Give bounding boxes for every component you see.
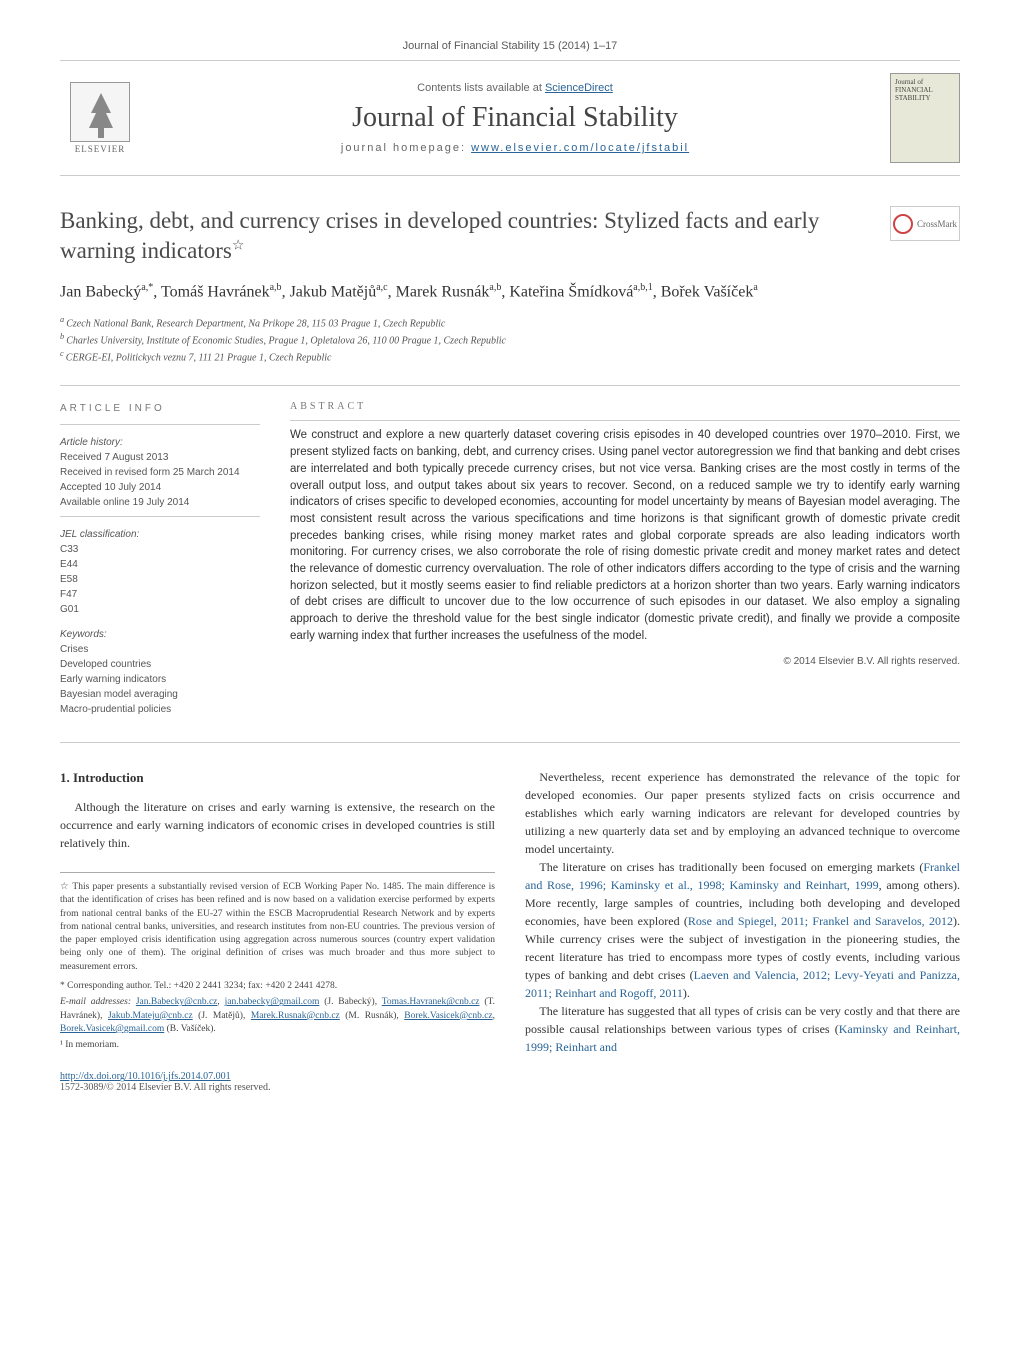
body-paragraph: The literature on crises has traditional…: [525, 858, 960, 1002]
history-label: Article history:: [60, 435, 260, 450]
abstract-divider: [290, 420, 960, 421]
keyword: Crises: [60, 642, 260, 657]
keyword: Bayesian model averaging: [60, 687, 260, 702]
affiliations-list: a Czech National Bank, Research Departme…: [60, 314, 960, 366]
contents-line: Contents lists available at ScienceDirec…: [140, 82, 890, 94]
jel-label: JEL classification:: [60, 527, 260, 542]
text-run: The literature on crises has traditional…: [539, 860, 923, 874]
body-columns: 1. Introduction Although the literature …: [60, 768, 960, 1056]
author: Kateřina Šmídková: [509, 283, 633, 300]
journal-homepage: journal homepage: www.elsevier.com/locat…: [140, 142, 890, 154]
crossmark-icon: [893, 214, 913, 234]
email-link[interactable]: Marek.Rusnak@cnb.cz: [251, 1011, 340, 1021]
doi-link[interactable]: http://dx.doi.org/10.1016/j.jfs.2014.07.…: [60, 1071, 231, 1082]
history-item: Available online 19 July 2014: [60, 495, 260, 510]
copyright-line: © 2014 Elsevier B.V. All rights reserved…: [290, 656, 960, 667]
sciencedirect-link[interactable]: ScienceDirect: [545, 82, 613, 94]
author-affiliation-marker: a,c: [376, 282, 387, 293]
corresponding-author: * Corresponding author. Tel.: +420 2 244…: [60, 980, 495, 993]
journal-cover-thumbnail: Journal of FINANCIAL STABILITY: [890, 73, 960, 163]
abstract-heading: ABSTRACT: [290, 401, 960, 412]
email-link[interactable]: Jan.Babecky@cnb.cz: [136, 997, 218, 1007]
keywords-label: Keywords:: [60, 627, 260, 642]
elsevier-logo: ELSEVIER: [60, 73, 140, 163]
email-link[interactable]: Jakub.Mateju@cnb.cz: [108, 1011, 193, 1021]
history-list: Received 7 August 2013Received in revise…: [60, 450, 260, 510]
author-affiliation-marker: a,b,1: [633, 282, 652, 293]
jel-code: E44: [60, 557, 260, 572]
keyword: Developed countries: [60, 657, 260, 672]
body-column-left: 1. Introduction Although the literature …: [60, 768, 495, 1056]
info-divider: [60, 516, 260, 517]
title-text: Banking, debt, and currency crises in de…: [60, 208, 819, 263]
email-link[interactable]: Tomas.Havranek@cnb.cz: [382, 997, 480, 1007]
issn-line: 1572-3089/© 2014 Elsevier B.V. All right…: [60, 1082, 270, 1093]
title-footnote-marker: ☆: [232, 238, 245, 253]
memoriam-note: ¹ In memoriam.: [60, 1039, 495, 1052]
article-title: Banking, debt, and currency crises in de…: [60, 206, 870, 266]
section-number: 1.: [60, 770, 70, 785]
jel-code: C33: [60, 542, 260, 557]
divider: [60, 742, 960, 743]
affiliation: b Charles University, Institute of Econo…: [60, 331, 960, 348]
email-link[interactable]: Borek.Vasicek@cnb.cz: [404, 1011, 492, 1021]
affiliation: c CERGE-EI, Politickych veznu 7, 111 21 …: [60, 348, 960, 365]
text-run: ).: [683, 986, 690, 1000]
body-paragraph: The literature has suggested that all ty…: [525, 1002, 960, 1056]
footnotes-block: ☆ This paper presents a substantially re…: [60, 872, 495, 1053]
body-column-right: Nevertheless, recent experience has demo…: [525, 768, 960, 1056]
history-item: Received 7 August 2013: [60, 450, 260, 465]
body-paragraph: Although the literature on crises and ea…: [60, 798, 495, 852]
email-link[interactable]: Borek.Vasicek@gmail.com: [60, 1024, 164, 1034]
email-label: E-mail addresses:: [60, 997, 131, 1007]
divider: [60, 385, 960, 386]
elsevier-tree-icon: [70, 82, 130, 142]
elsevier-label: ELSEVIER: [75, 144, 126, 154]
journal-header-bar: ELSEVIER Contents lists available at Sci…: [60, 60, 960, 176]
keyword: Macro-prudential policies: [60, 702, 260, 717]
citation-link[interactable]: Rose and Spiegel, 2011; Frankel and Sara…: [688, 914, 953, 928]
section-heading: 1. Introduction: [60, 768, 495, 788]
crossmark-label: CrossMark: [917, 219, 957, 229]
author-affiliation-marker: a,b: [489, 282, 501, 293]
abstract-column: ABSTRACT We construct and explore a new …: [290, 401, 960, 717]
history-item: Accepted 10 July 2014: [60, 480, 260, 495]
affiliation: a Czech National Bank, Research Departme…: [60, 314, 960, 331]
authors-list: Jan Babeckýa,*, Tomáš Havráneka,b, Jakub…: [60, 281, 960, 304]
article-info-column: ARTICLE INFO Article history: Received 7…: [60, 401, 260, 717]
section-title: Introduction: [73, 770, 144, 785]
homepage-prefix: journal homepage:: [341, 142, 471, 154]
journal-reference: Journal of Financial Stability 15 (2014)…: [60, 40, 960, 52]
jel-code: G01: [60, 602, 260, 617]
article-info-heading: ARTICLE INFO: [60, 401, 260, 416]
author-affiliation-marker: a,*: [141, 282, 153, 293]
jel-list: C33E44E58F47G01: [60, 542, 260, 617]
author-affiliation-marker: a: [753, 282, 757, 293]
email-link[interactable]: jan.babecky@gmail.com: [225, 997, 320, 1007]
keyword: Early warning indicators: [60, 672, 260, 687]
author: Bořek Vašíček: [661, 283, 754, 300]
abstract-text: We construct and explore a new quarterly…: [290, 427, 960, 644]
crossmark-badge[interactable]: CrossMark: [890, 206, 960, 241]
author-affiliation-marker: a,b: [270, 282, 282, 293]
homepage-link[interactable]: www.elsevier.com/locate/jfstabil: [471, 142, 689, 154]
author: Marek Rusnák: [396, 283, 490, 300]
body-paragraph: Nevertheless, recent experience has demo…: [525, 768, 960, 858]
jel-code: F47: [60, 587, 260, 602]
author: Jan Babecký: [60, 283, 141, 300]
author: Jakub Matějů: [290, 283, 377, 300]
contents-prefix: Contents lists available at: [417, 82, 545, 94]
footnote-star: ☆ This paper presents a substantially re…: [60, 881, 495, 974]
footer-block: http://dx.doi.org/10.1016/j.jfs.2014.07.…: [60, 1071, 960, 1093]
journal-name: Journal of Financial Stability: [140, 102, 890, 134]
jel-code: E58: [60, 572, 260, 587]
keywords-list: CrisesDeveloped countriesEarly warning i…: [60, 642, 260, 717]
history-item: Received in revised form 25 March 2014: [60, 465, 260, 480]
email-addresses: E-mail addresses: Jan.Babecky@cnb.cz, ja…: [60, 996, 495, 1036]
info-divider: [60, 424, 260, 425]
author: Tomáš Havránek: [161, 283, 270, 300]
